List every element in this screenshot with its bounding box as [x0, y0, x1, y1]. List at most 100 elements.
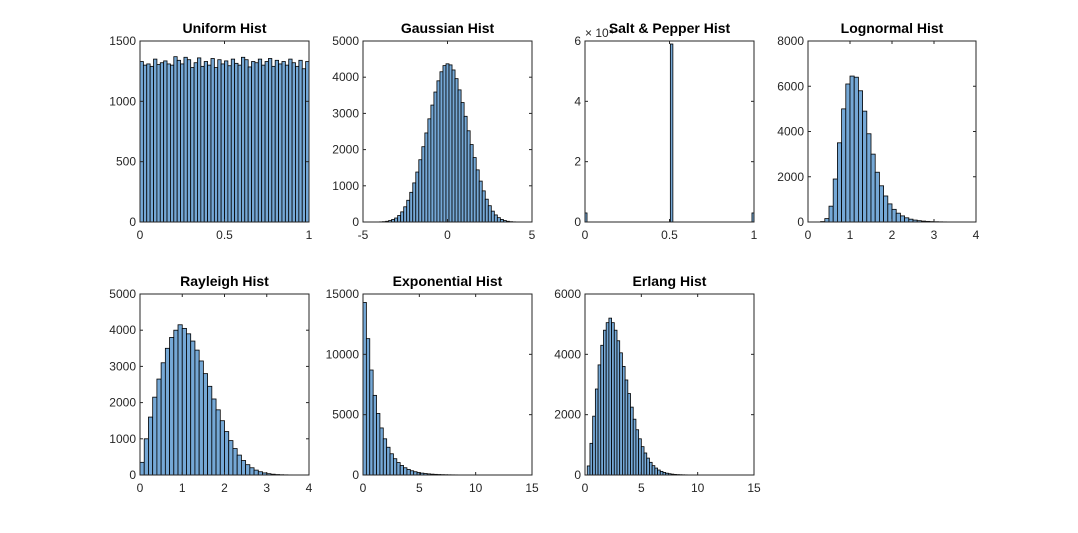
y-tick-label: 6000: [777, 79, 804, 93]
x-tick-label: 0: [444, 228, 451, 242]
x-tick-label: 0.5: [661, 228, 678, 242]
histogram-bar: [858, 90, 864, 223]
histogram-bar: [469, 144, 474, 223]
histogram-bar: [409, 470, 415, 476]
x-tick-label: 3: [931, 228, 938, 242]
histogram-bar: [240, 460, 247, 476]
x-tick-label: 1: [751, 228, 758, 242]
histogram-bar: [139, 61, 144, 223]
chart-panel: 0 5 10 15 0 5000 10000 15000 Exponential Hist: [326, 273, 539, 495]
histogram-bar: [389, 453, 394, 476]
histogram-bar: [412, 182, 417, 223]
y-tick-label: 2000: [332, 143, 359, 157]
histogram-bar: [193, 62, 198, 223]
histogram-bar: [622, 365, 626, 476]
y-tick-label: 0: [574, 468, 581, 482]
chart-panel: 0 1 2 3 4 0 1000 2000 3000 4000 5000 Rayleigh Hist: [109, 273, 312, 495]
histogram-bar: [586, 465, 591, 476]
x-tick-label: 2: [889, 228, 896, 242]
histogram-bar: [643, 452, 648, 476]
histogram-bar: [163, 60, 168, 223]
histogram-bar: [603, 329, 607, 476]
histogram-bar: [887, 203, 893, 223]
histogram-bar: [156, 64, 161, 223]
x-tick-label: 4: [306, 481, 313, 495]
axes-border: [584, 293, 755, 476]
histogram-bar: [597, 364, 602, 476]
x-tick-label: 1: [847, 228, 854, 242]
histogram-bar: [143, 438, 149, 476]
x-tick-label: 2: [221, 481, 228, 495]
histogram-bar: [399, 465, 404, 476]
histogram-bar: [181, 327, 187, 476]
y-tick-label: 0: [129, 215, 136, 229]
histogram-bar: [866, 133, 872, 223]
histogram-bar: [640, 446, 645, 476]
histogram-bar: [845, 83, 851, 223]
y-tick-label: 5000: [332, 408, 359, 422]
histogram-bar: [828, 205, 834, 223]
histogram-bar: [301, 68, 307, 223]
histogram-bar: [475, 169, 480, 223]
histogram-bar: [460, 102, 465, 223]
histogram-bar: [173, 56, 178, 223]
histogram-bar: [493, 214, 498, 223]
histogram-bar: [409, 191, 414, 223]
histogram-bar: [669, 43, 674, 223]
x-tick-label: 0: [582, 481, 589, 495]
histogram-bar: [442, 65, 447, 223]
histogram-bar: [616, 340, 621, 476]
histogram-bar: [153, 58, 158, 223]
x-tick-label: 5: [416, 481, 423, 495]
histogram-bar: [874, 171, 880, 223]
y-tick-label: 4000: [554, 347, 581, 361]
y-tick-label: 500: [116, 155, 136, 169]
histogram-bar: [853, 76, 859, 223]
histogram-bar: [646, 457, 650, 476]
x-tick-label: 5: [638, 481, 645, 495]
histogram-bar: [841, 108, 847, 223]
histogram-bar: [251, 61, 256, 223]
x-tick-label: 0: [137, 481, 144, 495]
x-tick-label: 0: [360, 481, 367, 495]
chart-panel: 0 5 10 15 0 2000 4000 6000 Erlang Hist: [554, 273, 761, 495]
x-tick-label: 3: [263, 481, 270, 495]
histogram-bar: [305, 61, 310, 223]
histogram-bar: [291, 62, 296, 223]
histogram-bar: [900, 215, 906, 223]
histogram-bar: [245, 464, 251, 476]
x-tick-label: 0: [582, 228, 589, 242]
x-tick-label: 10: [469, 481, 483, 495]
histogram-bar: [376, 413, 381, 476]
histogram-bar: [264, 61, 269, 223]
chart-panel: 0 1 2 3 4 0 2000 4000 6000 8000 Lognormal Hist: [777, 20, 979, 242]
histogram-bar: [173, 329, 179, 476]
y-tick-label: 1000: [332, 179, 359, 193]
histogram-bar: [149, 65, 154, 223]
histogram-bar: [139, 461, 145, 476]
histogram-bar: [234, 62, 239, 223]
histogram-bar: [589, 442, 594, 476]
y-tick-label: 8000: [777, 34, 804, 48]
axes-border: [362, 293, 533, 476]
histogram-bar: [213, 67, 219, 223]
histogram-bar: [382, 438, 388, 476]
histogram-bar: [365, 338, 371, 476]
histogram-bar: [870, 153, 876, 223]
histogram-bar: [403, 206, 408, 223]
x-tick-label: 0: [805, 228, 812, 242]
chart-title: Uniform Hist: [183, 20, 267, 36]
histogram-bar: [166, 63, 171, 223]
histogram-bar: [613, 329, 618, 476]
y-tick-label: 0: [797, 215, 804, 229]
histogram-bar: [891, 208, 897, 223]
histogram-bar: [284, 64, 290, 223]
y-tick-label: 2000: [554, 408, 581, 422]
histogram-bar: [200, 65, 205, 223]
histogram-bar: [257, 58, 263, 223]
histogram-bar: [176, 59, 181, 223]
histogram-bar: [164, 347, 170, 476]
chart-title: Lognormal Hist: [841, 20, 944, 36]
histogram-bar: [278, 63, 283, 223]
